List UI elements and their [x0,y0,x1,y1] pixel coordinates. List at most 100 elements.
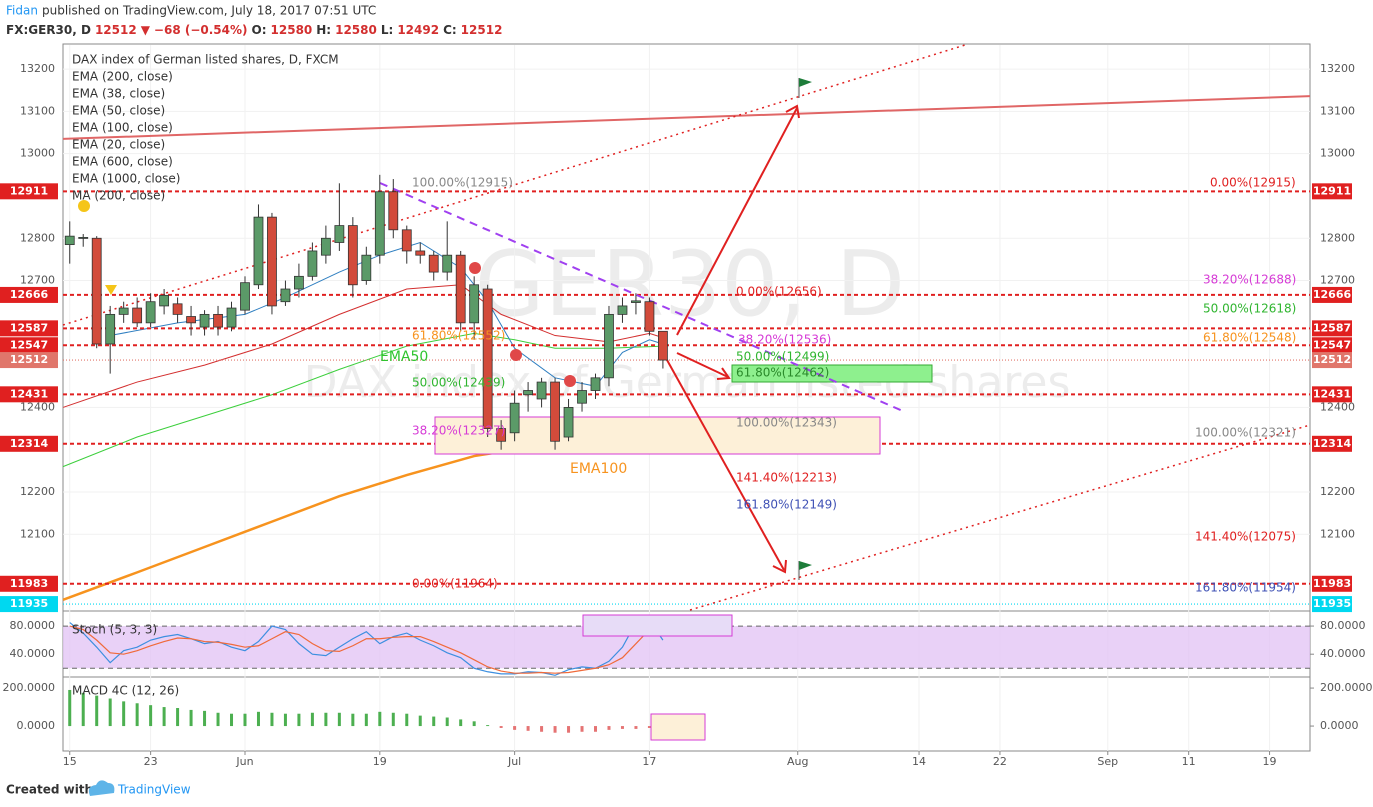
x-tick-label: 17 [642,755,656,768]
x-tick-label: 22 [993,755,1007,768]
candle-body [213,313,223,328]
price-box-label: 12431 [1313,387,1351,400]
stoch-line [69,619,664,676]
footer-brand[interactable]: TradingView [117,783,191,797]
price-box [1312,352,1352,369]
macd-bar [310,712,314,727]
brand-logo [88,780,115,796]
annotation: 61.80%(12548) [1203,331,1296,345]
macd-bar [337,712,341,727]
price-box [0,286,58,303]
macd-bar [607,726,611,730]
candle-body [388,191,399,231]
macd-bar [108,698,112,727]
annotation: 61.80%(12462) [736,366,829,380]
macd-bar [351,713,355,727]
y-tick-label: 12400 [20,400,55,413]
y-tick-label: 12700 [1320,274,1355,287]
candle-body [145,301,156,324]
x-tick-label: Aug [787,755,808,768]
macd-bar [620,726,624,729]
candle-body [159,294,170,307]
candle-body [509,402,520,434]
macd-bar [230,713,234,727]
candle-body [320,237,331,256]
macd-bar [567,726,571,733]
macd-bar [405,713,409,727]
y-tick-label: 12800 [1320,231,1355,244]
zone-box [434,416,881,455]
annotation: EMA50 [380,349,428,365]
price-box-label: 12666 [10,288,49,301]
candle-body [469,284,480,324]
annotation: 141.40%(12075) [1195,530,1296,544]
annotation: 0.00%(11964) [412,577,498,591]
macd-bar [499,726,503,728]
macd-bar [189,709,193,727]
candle-body [577,390,587,404]
price-box [0,596,58,613]
price-box-label: 12587 [1313,321,1351,334]
annotation: 50.00%(12439) [412,376,505,390]
y-tick-label: 200.0000 [3,681,56,694]
candle-body [132,307,143,324]
y-tick-label: 200.0000 [1320,681,1373,694]
quote-part: 12512 [95,23,137,37]
y-tick-label: 0.0000 [1320,719,1359,732]
price-box-label: 11935 [10,597,48,610]
price-box [1312,435,1352,452]
annotation: 100.00%(12321) [1195,426,1296,440]
price-box [1312,337,1352,354]
macd-box [650,713,706,741]
quote-part: −68 (−0.54%) [154,23,248,37]
annotation: 61.80%(12552) [412,329,505,343]
price-box-label: 12547 [1313,338,1351,351]
price-box-label: 12666 [1313,288,1352,301]
price-box-label: 12911 [1313,184,1351,197]
macd-bar [445,717,449,727]
price-box [1312,386,1352,403]
y-tick-label: 12800 [20,231,55,244]
price-box [0,337,58,354]
target-box [731,364,933,383]
ma-line [62,95,1311,140]
annotation: 50.00%(12618) [1203,302,1296,316]
stoch-line [69,625,664,674]
y-tick-label: 0.0000 [17,719,56,732]
author[interactable]: Fidan [6,4,38,18]
price-box-label: 12512 [10,353,48,366]
candle-body [374,191,385,256]
price-box [1312,596,1352,613]
annotation: 0.00%(12915) [1210,176,1296,190]
candle-body [658,330,668,361]
candle-body [78,237,89,239]
candle-body [199,313,210,328]
price-box-label: 12512 [1313,353,1351,366]
macd-bar [243,713,247,727]
candle-body [617,305,628,315]
macd-bar [270,712,274,727]
legend-entry: EMA (600, close) [72,155,173,169]
quote-part: C: [443,23,457,37]
annotation: 100.00%(12343) [736,416,837,430]
price-box [0,183,58,200]
candle-body [226,307,237,328]
macd-bar [553,726,557,733]
price-box-label: 11935 [1313,597,1351,610]
pane-title: MACD 4C (12, 26) [72,684,179,698]
candle-body [267,216,277,307]
price-box-label: 12547 [10,338,48,351]
candle-body [644,301,655,332]
price-box [1312,286,1352,303]
candle-body [590,377,601,391]
annotation: 161.80%(11954) [1195,581,1296,595]
price-box-label: 12431 [10,387,48,400]
quote-part: 12512 [461,23,503,37]
candle-body [186,316,196,324]
macd-bar [526,726,530,731]
macd-bar [364,713,368,727]
legend-entry: DAX index of German listed shares, D, FX… [72,53,339,67]
y-tick-label: 80.0000 [10,619,56,632]
candle-body [563,407,574,438]
